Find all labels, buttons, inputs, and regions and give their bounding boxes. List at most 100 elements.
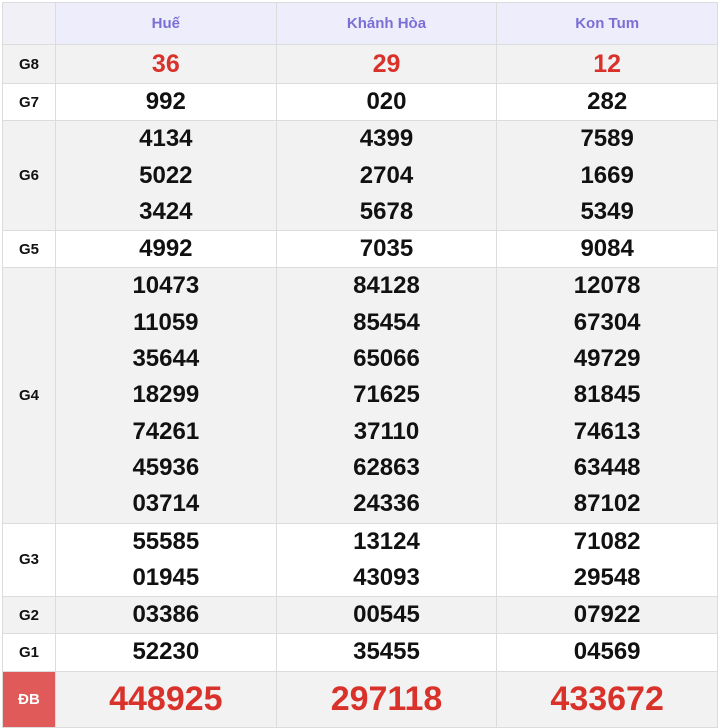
prize-row-g8: G8 36 29 12: [2, 44, 718, 84]
prize-cell: 282: [496, 82, 718, 122]
prize-row-g4: G4 10473 11059 35644 18299 74261 45936 03714 841…: [2, 267, 718, 524]
prize-number: 00545: [353, 601, 420, 629]
prize-number: 45936: [132, 453, 200, 481]
prize-row-g2: G2 03386 00545 07922: [2, 596, 718, 635]
prize-cell: 4992: [55, 230, 277, 269]
prize-cell: 13124 43093: [275, 522, 498, 598]
prize-label: G1: [2, 633, 56, 672]
prize-row-g3: G3 55585 01945 13124 43093 71082 29548: [2, 522, 718, 598]
prize-number: 992: [145, 88, 186, 115]
prize-number: 36: [151, 50, 180, 78]
prize-number: 4134: [139, 125, 193, 153]
prize-cell: 7035: [275, 230, 498, 269]
prize-number: 7589: [580, 125, 634, 153]
prize-number: 297118: [330, 679, 443, 718]
prize-cell: 55585 01945: [55, 522, 277, 598]
prize-number: 35455: [353, 638, 420, 666]
prize-cell: 71082 29548: [496, 522, 718, 598]
prize-number: 4992: [139, 235, 193, 263]
prize-number: 71082: [573, 527, 641, 555]
prize-row-g1: G1 52230 35455 04569: [2, 633, 718, 672]
prize-number: 35644: [132, 345, 200, 373]
prize-label: G7: [2, 82, 56, 122]
prize-number: 65066: [353, 345, 420, 373]
prize-number: 7035: [359, 235, 414, 263]
prize-cell: 84128 85454 65066 71625 37110 62863 24336: [275, 267, 498, 524]
prize-row-đb: ĐB 448925 297118 433672: [2, 670, 718, 728]
prize-number: 67304: [573, 308, 641, 336]
prize-number: 12078: [573, 272, 641, 300]
prize-cell: 52230: [55, 633, 277, 672]
prize-number: 29: [372, 50, 401, 78]
prize-number: 433672: [550, 679, 664, 718]
prize-number: 2704: [359, 161, 414, 189]
prize-row-g6: G6 4134 5022 3424 4399 2704 5678 7589 1669 5349: [2, 120, 718, 232]
prize-row-g5: G5 4992 7035 9084: [2, 230, 718, 269]
prize-cell: 12078 67304 49729 81845 74613 63448 87102: [496, 267, 718, 524]
prize-cell: 07922: [496, 596, 718, 635]
prize-number: 74261: [132, 417, 200, 445]
prize-cell: 04569: [496, 633, 718, 672]
prize-cell: 4399 2704 5678: [275, 120, 498, 232]
prize-number: 10473: [132, 272, 200, 300]
prize-number: 37110: [353, 417, 420, 445]
prize-number: 12: [593, 50, 622, 78]
prize-label: ĐB: [2, 670, 56, 728]
prize-label: G2: [2, 596, 56, 635]
prize-number: 04569: [573, 638, 641, 666]
prize-cell: 4134 5022 3424: [55, 120, 277, 232]
prize-number: 448925: [109, 679, 223, 718]
prize-number: 5022: [139, 161, 193, 189]
prize-label: G8: [2, 44, 56, 84]
prize-number: 87102: [573, 490, 641, 518]
prize-number: 5678: [359, 197, 414, 225]
prize-number: 62863: [353, 453, 420, 481]
prize-label: G5: [2, 230, 56, 269]
prize-label: G4: [2, 267, 56, 524]
prize-number: 5349: [580, 197, 634, 225]
prize-number: 03386: [132, 601, 200, 629]
prize-number: 07922: [573, 601, 641, 629]
prize-number: 84128: [353, 272, 420, 300]
prize-cell: 35455: [275, 633, 498, 672]
prize-number: 29548: [573, 563, 641, 591]
prize-cell: 297118: [275, 670, 498, 728]
prize-number: 71625: [353, 381, 420, 409]
prize-cell: 00545: [275, 596, 498, 635]
prize-label: G6: [2, 120, 56, 232]
prize-cell: 7589 1669 5349: [496, 120, 718, 232]
prize-number: 4399: [359, 125, 414, 153]
prize-number: 81845: [573, 381, 641, 409]
prize-number: 01945: [132, 563, 200, 591]
prize-cell: 433672: [496, 670, 718, 728]
prize-row-g7: G7 992 020 282: [2, 82, 718, 122]
prize-cell: 29: [275, 44, 498, 84]
prize-number: 282: [587, 88, 628, 115]
prize-cell: 020: [275, 82, 498, 122]
prize-number: 85454: [353, 308, 420, 336]
province-header: Khánh Hòa: [275, 2, 498, 45]
prize-number: 03714: [132, 490, 200, 518]
prize-number: 9084: [580, 235, 634, 263]
prize-number: 49729: [573, 345, 641, 373]
prize-number: 55585: [132, 527, 200, 555]
prize-number: 11059: [133, 308, 199, 336]
prize-cell: 448925: [55, 670, 277, 728]
prize-number: 24336: [353, 490, 420, 518]
prize-number: 18299: [132, 381, 200, 409]
prize-cell: 992: [55, 82, 277, 122]
prize-number: 52230: [132, 638, 200, 666]
prize-number: 1669: [580, 161, 634, 189]
prize-number: 020: [366, 88, 407, 115]
prize-cell: 03386: [55, 596, 277, 635]
prize-number: 74613: [573, 417, 641, 445]
corner-cell: [2, 2, 56, 45]
prize-cell: 36: [55, 44, 277, 84]
prize-cell: 10473 11059 35644 18299 74261 45936 03714: [55, 267, 277, 524]
prize-number: 63448: [573, 453, 641, 481]
prize-number: 3424: [139, 197, 193, 225]
header-row: Huế Khánh Hòa Kon Tum: [2, 2, 718, 45]
prize-cell: 9084: [496, 230, 718, 269]
prize-number: 43093: [353, 563, 420, 591]
